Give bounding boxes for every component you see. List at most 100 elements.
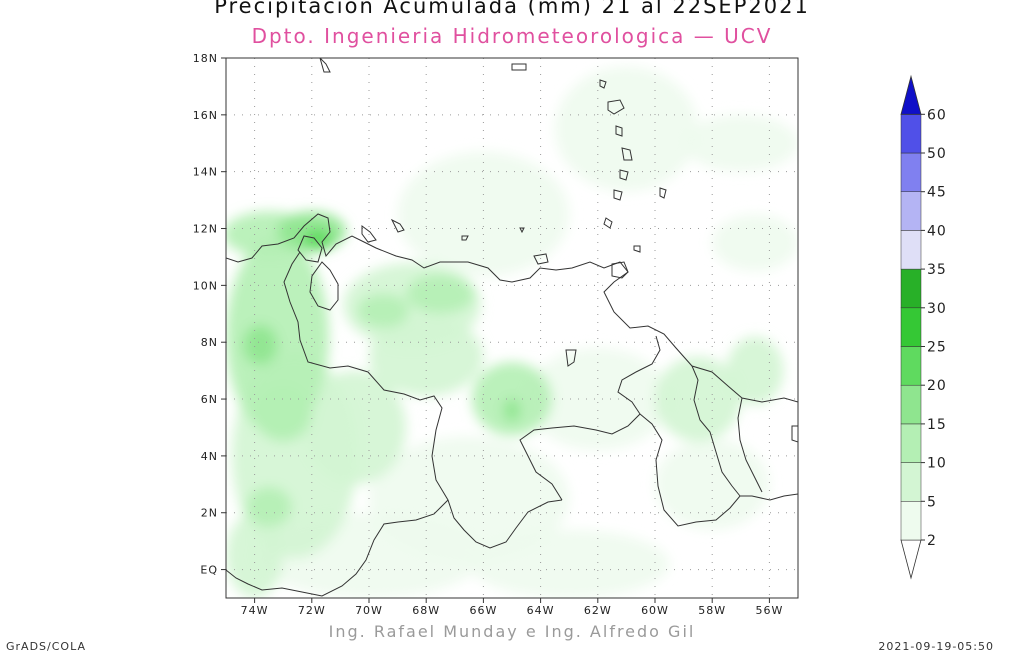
island-trinidad bbox=[611, 261, 629, 279]
lat-tick-label: 14N bbox=[193, 166, 218, 179]
island-dominica bbox=[615, 125, 623, 137]
precipitation-cell bbox=[369, 316, 484, 397]
coastline-borders bbox=[226, 58, 798, 597]
border-colombia-venezuela bbox=[283, 251, 563, 549]
timestamp-label: 2021-09-19-05:50 bbox=[878, 640, 994, 653]
plot-frame bbox=[225, 57, 799, 599]
colorbar-label: 35 bbox=[927, 262, 947, 278]
colorbar-label: 60 bbox=[927, 107, 947, 123]
colorbar-label: 25 bbox=[927, 340, 947, 356]
longitude-axis: 74W 72W 70W 68W 66W 64W 62W 60W 58W 56W bbox=[241, 598, 783, 617]
precipitation-cell bbox=[357, 293, 410, 328]
colorbar-box bbox=[900, 307, 922, 347]
colorbar-overflow-arrow bbox=[900, 74, 922, 115]
colorbar-underflow-arrow bbox=[900, 539, 922, 580]
precipitation-cell bbox=[243, 325, 278, 365]
island-orinoco-delta bbox=[565, 349, 577, 367]
lat-tick-label: 18N bbox=[193, 52, 218, 65]
map-subtitle: Dpto. Ingenieria Hidrometeorologica — UC… bbox=[251, 24, 773, 48]
precipitation-cell bbox=[303, 228, 332, 252]
lat-tick-label: 4N bbox=[201, 450, 218, 463]
precipitation-cell bbox=[655, 438, 770, 530]
precipitation-cell bbox=[246, 487, 292, 527]
colorbar-box bbox=[900, 462, 922, 502]
colorbar-label: 5 bbox=[927, 494, 937, 510]
lat-tick-label: EQ bbox=[200, 564, 218, 577]
colorbar-label: 30 bbox=[927, 301, 947, 317]
credits-text: Ing. Rafael Munday e Ing. Alfredo Gil bbox=[328, 622, 696, 641]
island-grenada bbox=[603, 217, 613, 229]
lake-maracaibo bbox=[309, 261, 339, 311]
colorbar-label: 10 bbox=[927, 456, 947, 472]
colorbar-label: 15 bbox=[927, 417, 947, 433]
lat-tick-label: 6N bbox=[201, 393, 218, 406]
colorbar-box bbox=[900, 384, 922, 425]
precipitation-cell bbox=[397, 151, 570, 277]
lon-tick-label: 58W bbox=[698, 604, 726, 617]
lat-tick-label: 10N bbox=[193, 279, 218, 292]
island-st-vincent bbox=[613, 189, 623, 201]
precipitation-cell bbox=[254, 384, 312, 442]
island-st-lucia bbox=[619, 169, 629, 181]
island-blanquilla bbox=[519, 227, 525, 234]
border-guyana-brazil bbox=[639, 413, 798, 527]
precipitation-cell bbox=[554, 66, 698, 192]
colorbar-label: 45 bbox=[927, 185, 947, 201]
precipitation-cell bbox=[503, 399, 521, 422]
island-los-roques bbox=[461, 235, 469, 241]
island-tobago bbox=[633, 245, 641, 253]
lat-tick-label: 16N bbox=[193, 109, 218, 122]
colorbar-box bbox=[900, 191, 922, 231]
border-suriname-guiana bbox=[737, 397, 763, 493]
precipitation-cell bbox=[226, 237, 329, 436]
precipitation-cell bbox=[406, 274, 475, 314]
lat-tick-label: 12N bbox=[193, 223, 218, 236]
precipitation-cell bbox=[303, 370, 407, 485]
lon-tick-label: 68W bbox=[412, 604, 440, 617]
island-martinique bbox=[621, 147, 633, 161]
colorbar-label: 40 bbox=[927, 223, 947, 239]
colorbar-box bbox=[900, 114, 922, 154]
precipitation-cell bbox=[655, 356, 741, 442]
island-margarita bbox=[533, 253, 549, 265]
lon-tick-label: 60W bbox=[641, 604, 669, 617]
island-guadeloupe bbox=[607, 99, 625, 115]
island-curacao bbox=[390, 218, 405, 233]
colorbar-box bbox=[900, 423, 922, 463]
colorbar-box bbox=[900, 501, 922, 541]
island-barbados bbox=[659, 187, 667, 199]
lon-tick-label: 64W bbox=[527, 604, 555, 617]
lat-tick-label: 2N bbox=[201, 507, 218, 520]
colorbar-box bbox=[900, 268, 922, 309]
colorbar-box bbox=[900, 230, 922, 270]
colorbar-label: 20 bbox=[927, 378, 947, 394]
border-colombia-south bbox=[226, 499, 449, 597]
island-puerto-rico-tip bbox=[511, 63, 527, 71]
lon-tick-label: 56W bbox=[755, 604, 783, 617]
island-hispaniola-tip bbox=[319, 58, 331, 73]
lon-tick-label: 72W bbox=[298, 604, 326, 617]
border-guyana-suriname bbox=[691, 365, 741, 497]
precipitation-cell bbox=[226, 512, 284, 598]
lon-tick-label: 62W bbox=[584, 604, 612, 617]
precipitation-cell bbox=[726, 336, 784, 405]
precipitation-cell bbox=[683, 114, 798, 172]
island-antigua bbox=[599, 79, 607, 89]
latitude-axis: 18N 16N 14N 12N 10N 8N 6N 4N 2N EQ bbox=[193, 52, 226, 577]
precipitation-cell bbox=[469, 529, 670, 598]
colorbar-label: 2 bbox=[927, 533, 937, 549]
lon-tick-label: 66W bbox=[469, 604, 497, 617]
lon-tick-label: 74W bbox=[241, 604, 269, 617]
gulf-of-venezuela bbox=[297, 235, 323, 263]
colorbar-box bbox=[900, 152, 922, 192]
map-title: Precipitacion Acumulada (mm) 21 al 22SEP… bbox=[214, 0, 810, 18]
lat-tick-label: 8N bbox=[201, 336, 218, 349]
border-venezuela-brazil bbox=[519, 335, 661, 501]
software-label: GrADS/COLA bbox=[6, 640, 86, 653]
lon-tick-label: 70W bbox=[355, 604, 383, 617]
island-cayenne bbox=[791, 425, 798, 443]
colorbar-label: 50 bbox=[927, 146, 947, 162]
colorbar-box bbox=[900, 346, 922, 386]
